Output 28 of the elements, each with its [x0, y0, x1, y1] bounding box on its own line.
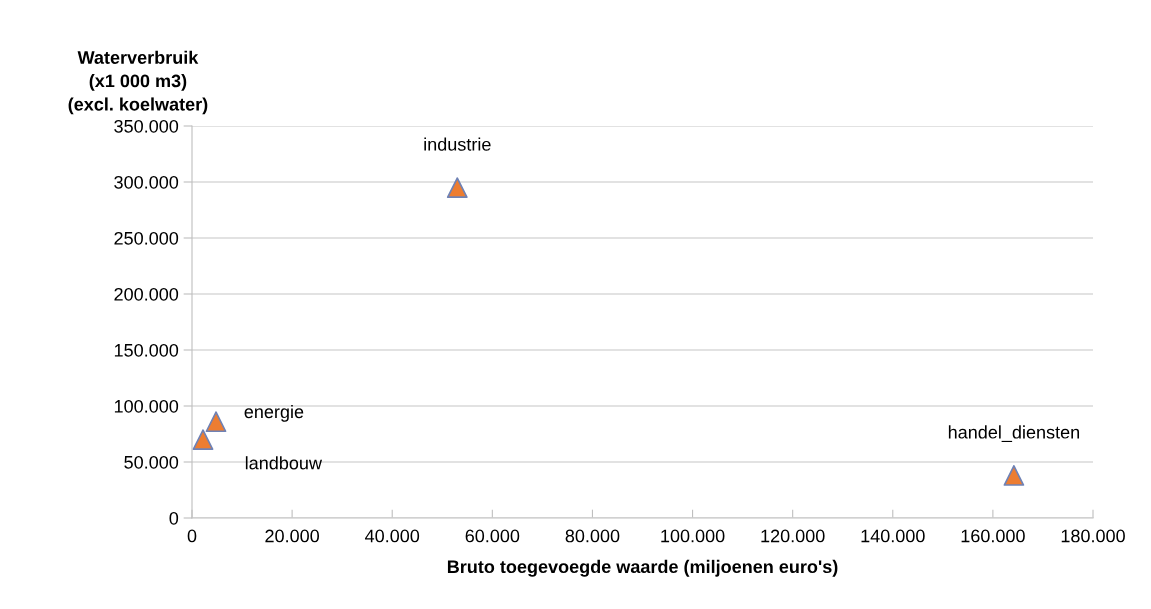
point: [205, 411, 227, 433]
x-tick-label: 0: [187, 529, 197, 543]
annotation: energie: [244, 404, 304, 422]
y-tick-label: 350.000: [114, 119, 179, 133]
x-tick-label: 40.000: [365, 529, 420, 543]
point: [1003, 465, 1025, 486]
x-tick-label: 100.000: [661, 529, 725, 543]
x-tick-label: 120.000: [761, 529, 825, 543]
y-tick-label: 150.000: [114, 343, 179, 357]
point: [446, 177, 468, 199]
point: [192, 429, 214, 451]
y-tick-label: 300.000: [114, 175, 179, 189]
annotation: handel_diensten: [948, 425, 1080, 443]
x-tick-label: 60.000: [465, 529, 520, 543]
y-tick-label: 0: [169, 511, 179, 525]
x-tick-label: 80.000: [565, 529, 620, 543]
x-tick-label: 20.000: [265, 529, 320, 543]
x-tick-label: 140.000: [861, 529, 925, 543]
x-tick-label: 160.000: [961, 529, 1025, 543]
y-axis-title: Waterverbruik (x1 000 m3) (excl. koelwater): [68, 50, 208, 115]
y-tick-label: 50.000: [124, 455, 179, 469]
annotation: industrie: [424, 137, 491, 151]
annotation: landbouw: [245, 456, 323, 470]
y-tick-label: 250.000: [114, 231, 179, 245]
y-tick-label: 200.000: [114, 287, 179, 301]
x-tick-label: 180.000: [1061, 529, 1125, 543]
x-axis-title: Bruto toegevoegde waarde (miljoenen euro's): [447, 559, 838, 577]
y-tick-label: 100.000: [114, 399, 179, 413]
